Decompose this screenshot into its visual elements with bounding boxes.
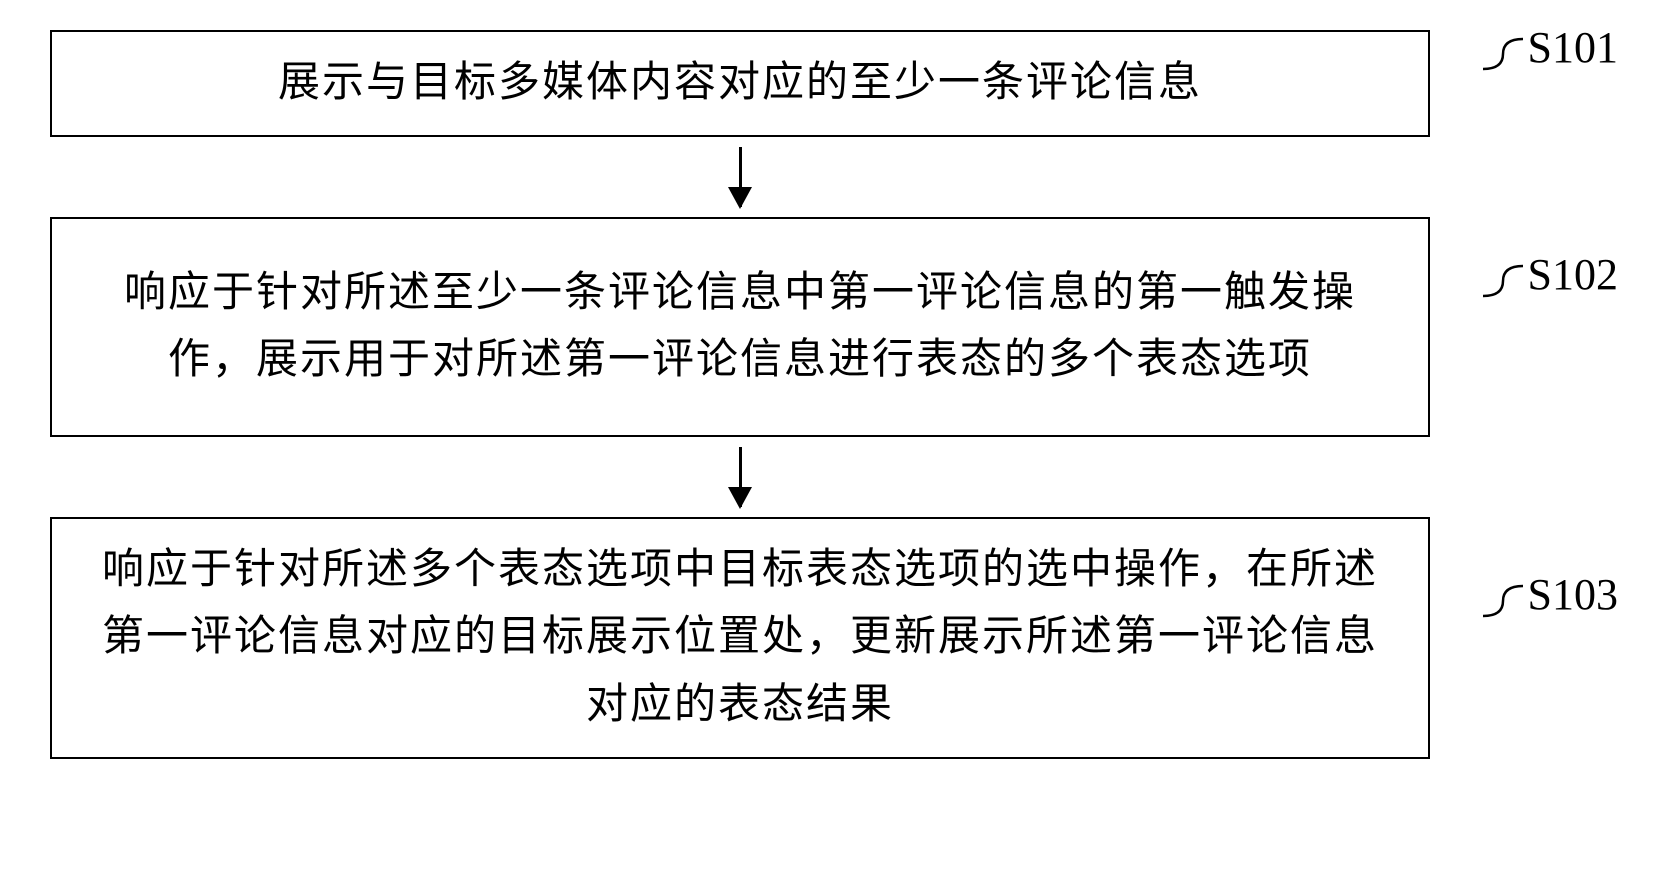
step-1-text: 展示与目标多媒体内容对应的至少一条评论信息 xyxy=(278,50,1202,117)
arrow-head-icon xyxy=(728,487,752,509)
arrow-line-icon xyxy=(739,447,742,507)
step-3-label: S103 xyxy=(1528,569,1618,620)
flowchart-step-2: 响应于针对所述至少一条评论信息中第一评论信息的第一触发操作，展示用于对所述第一评… xyxy=(50,217,1430,437)
flowchart-container: 展示与目标多媒体内容对应的至少一条评论信息 S101 响应于针对所述至少一条评论… xyxy=(50,30,1620,759)
arrow-head-icon xyxy=(728,187,752,209)
arrow-line-icon xyxy=(739,147,742,207)
step-2-text: 响应于针对所述至少一条评论信息中第一评论信息的第一触发操作，展示用于对所述第一评… xyxy=(82,260,1398,394)
step-3-label-text: S103 xyxy=(1528,570,1618,619)
flowchart-step-3: 响应于针对所述多个表态选项中目标表态选项的选中操作，在所述第一评论信息对应的目标… xyxy=(50,517,1430,759)
step-3-text: 响应于针对所述多个表态选项中目标表态选项的选中操作，在所述第一评论信息对应的目标… xyxy=(82,537,1398,739)
step-1-label: S101 xyxy=(1528,22,1618,73)
step-2-label: S102 xyxy=(1528,249,1618,300)
brace-icon xyxy=(1473,261,1533,301)
brace-icon xyxy=(1473,581,1533,621)
step-1-label-text: S101 xyxy=(1528,23,1618,72)
step-2-label-text: S102 xyxy=(1528,250,1618,299)
brace-icon xyxy=(1473,34,1533,74)
flowchart-arrow-1 xyxy=(50,137,1430,217)
flowchart-step-1: 展示与目标多媒体内容对应的至少一条评论信息 S101 xyxy=(50,30,1430,137)
flowchart-arrow-2 xyxy=(50,437,1430,517)
